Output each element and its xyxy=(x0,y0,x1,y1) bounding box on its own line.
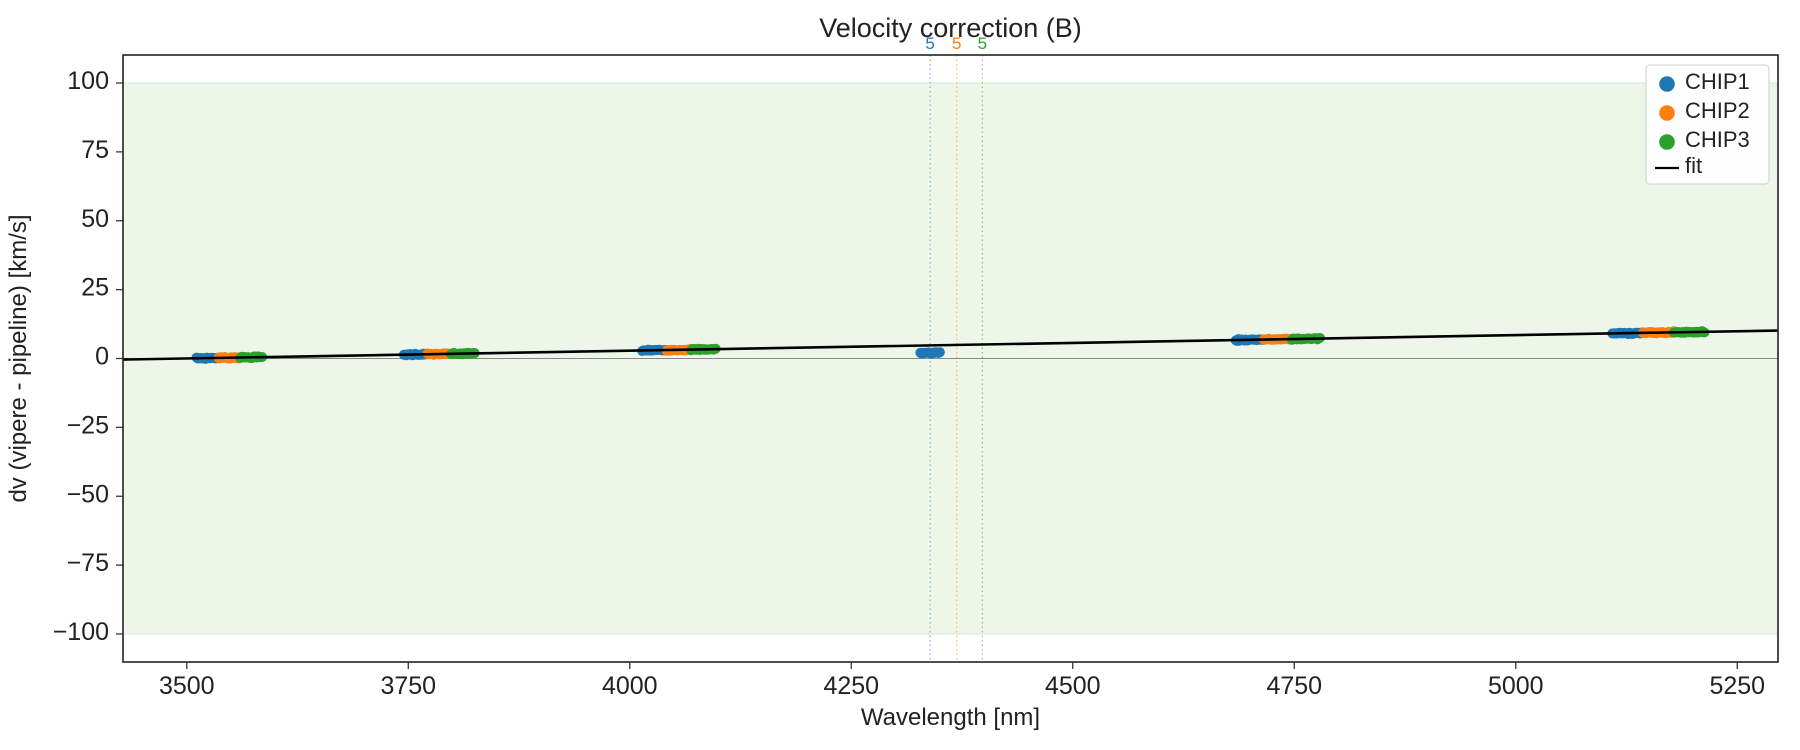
svg-text:75: 75 xyxy=(81,136,109,164)
svg-text:−50: −50 xyxy=(67,480,109,508)
svg-text:CHIP2: CHIP2 xyxy=(1685,98,1750,123)
svg-text:CHIP1: CHIP1 xyxy=(1685,69,1750,94)
svg-text:fit: fit xyxy=(1685,153,1702,178)
svg-text:−25: −25 xyxy=(67,411,109,439)
svg-text:0: 0 xyxy=(95,343,109,371)
svg-text:3500: 3500 xyxy=(159,672,215,700)
svg-text:Velocity correction (B): Velocity correction (B) xyxy=(819,13,1082,43)
svg-text:4750: 4750 xyxy=(1266,672,1322,700)
svg-text:CHIP3: CHIP3 xyxy=(1685,127,1750,152)
svg-text:3750: 3750 xyxy=(380,672,436,700)
svg-text:Wavelength [nm]: Wavelength [nm] xyxy=(861,704,1040,731)
svg-text:4000: 4000 xyxy=(602,672,658,700)
svg-text:4250: 4250 xyxy=(823,672,879,700)
svg-text:50: 50 xyxy=(81,205,109,233)
svg-text:100: 100 xyxy=(67,67,109,95)
svg-text:5000: 5000 xyxy=(1488,672,1544,700)
svg-text:−75: −75 xyxy=(67,549,109,577)
svg-text:dv (vipere - pipeline) [km/s]: dv (vipere - pipeline) [km/s] xyxy=(5,214,32,502)
svg-text:5250: 5250 xyxy=(1709,672,1765,700)
svg-text:25: 25 xyxy=(81,274,109,302)
svg-text:4500: 4500 xyxy=(1045,672,1101,700)
svg-text:−100: −100 xyxy=(53,618,109,646)
